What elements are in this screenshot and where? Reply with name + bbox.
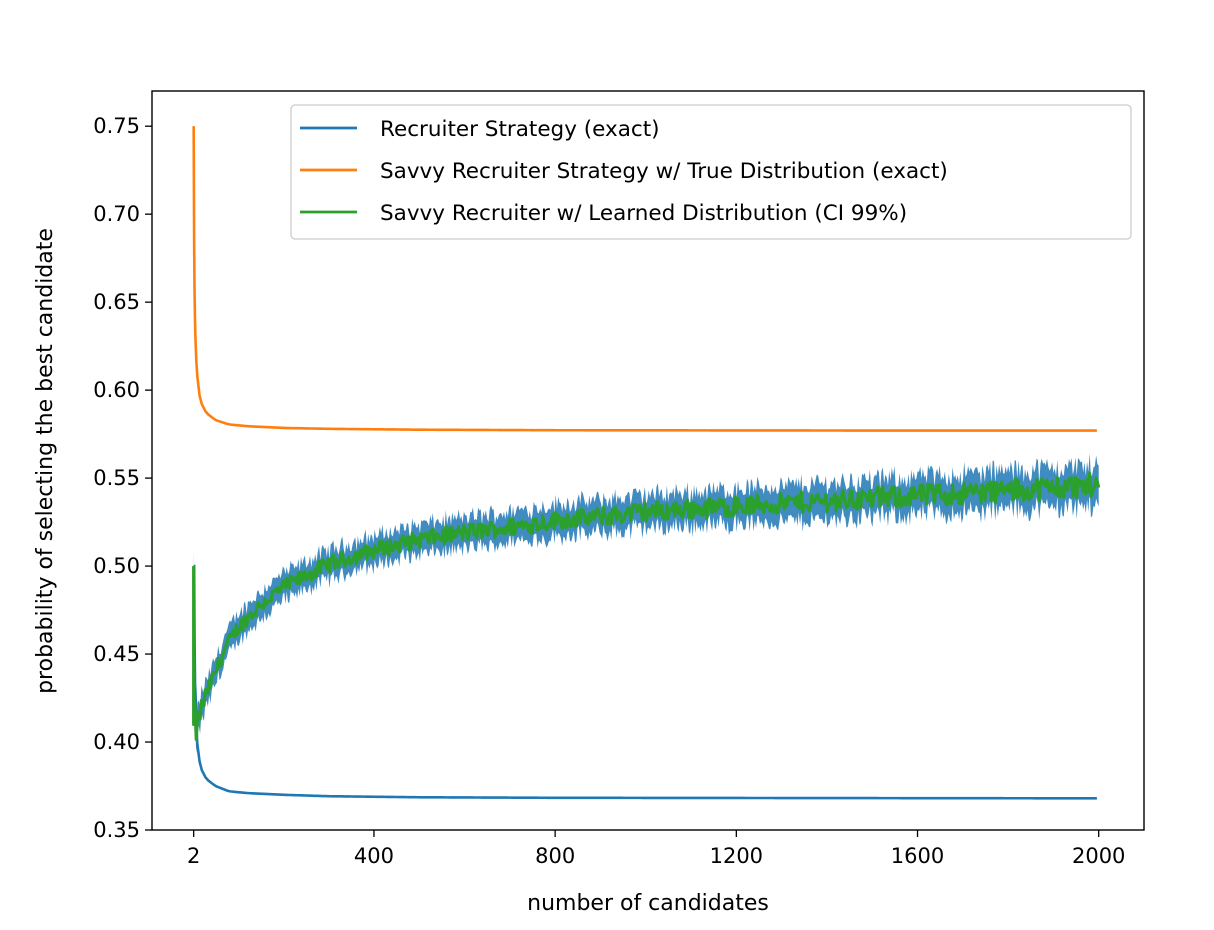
series-lines-group xyxy=(192,126,1101,800)
y-tick-label: 0.65 xyxy=(93,290,140,314)
plot-frame xyxy=(151,90,1145,831)
x-axis-label: number of candidates xyxy=(527,891,769,916)
y-tick-label: 0.60 xyxy=(93,378,140,402)
x-tick-label: 800 xyxy=(535,844,575,868)
series-recruiter-strategy-line xyxy=(192,564,1097,800)
series-learned-distribution-line xyxy=(192,471,1101,741)
x-tick-label: 2000 xyxy=(1072,844,1125,868)
y-tick-label: 0.55 xyxy=(93,466,140,490)
legend-box xyxy=(290,104,1132,240)
y-tick-label: 0.35 xyxy=(93,818,140,842)
y-tick-label: 0.75 xyxy=(93,114,140,138)
x-tick-label: 2 xyxy=(187,844,200,868)
x-axis: 2 400 800 1200 1600 2000 xyxy=(187,830,1125,868)
x-tick-label: 1200 xyxy=(710,844,763,868)
legend-label: Recruiter Strategy (exact) xyxy=(380,117,660,142)
y-tick-label: 0.50 xyxy=(93,554,140,578)
x-tick-label: 1600 xyxy=(891,844,944,868)
legend-label: Savvy Recruiter Strategy w/ True Distrib… xyxy=(380,159,948,184)
y-tick-label: 0.70 xyxy=(93,202,140,226)
y-axis-label: probability of selecting the best candid… xyxy=(33,228,58,694)
series-savvy-true-distribution-line xyxy=(192,126,1097,432)
x-tick-label: 400 xyxy=(354,844,394,868)
legend-label: Savvy Recruiter w/ Learned Distribution … xyxy=(380,201,907,226)
y-tick-label: 0.45 xyxy=(93,642,140,666)
legend: Recruiter Strategy (exact) Savvy Recruite… xyxy=(290,104,1132,240)
y-axis: 0.35 0.40 0.45 0.50 0.55 0.60 0.65 0.70 0.75 xyxy=(93,114,152,842)
y-tick-label: 0.40 xyxy=(93,730,140,754)
